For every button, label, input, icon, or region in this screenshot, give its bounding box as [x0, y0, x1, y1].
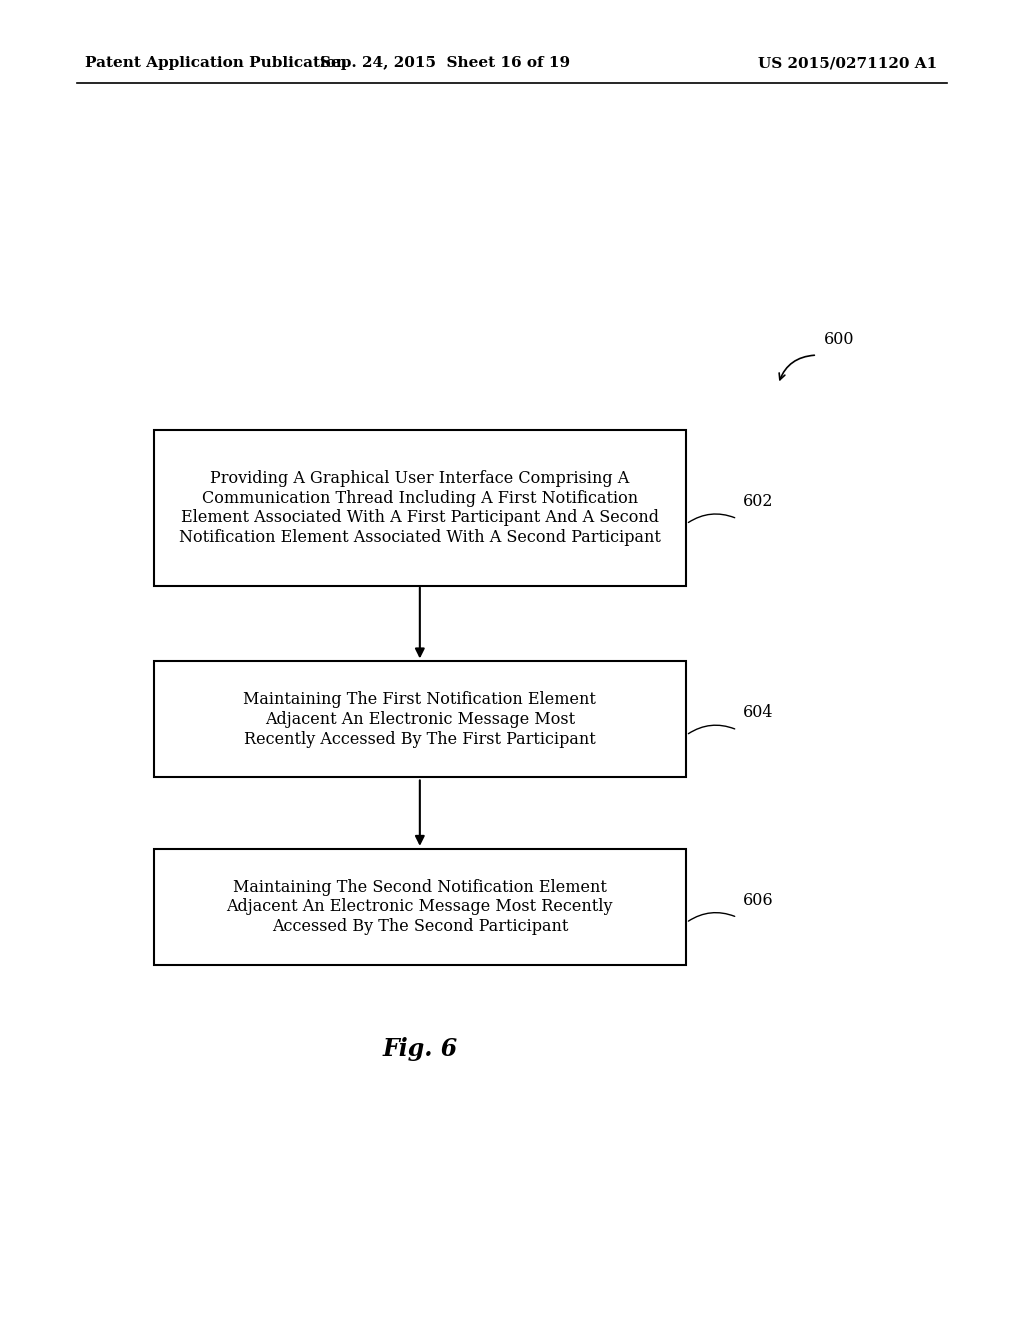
- Text: 600: 600: [824, 331, 855, 347]
- Bar: [154, 430, 686, 586]
- Text: 602: 602: [742, 494, 773, 510]
- Text: Patent Application Publication: Patent Application Publication: [85, 57, 347, 70]
- Text: Maintaining The Second Notification Element
Adjacent An Electronic Message Most : Maintaining The Second Notification Elem…: [226, 879, 613, 935]
- Bar: [154, 661, 686, 777]
- Text: US 2015/0271120 A1: US 2015/0271120 A1: [758, 57, 937, 70]
- Bar: [154, 849, 686, 965]
- FancyArrowPatch shape: [779, 355, 814, 380]
- FancyArrowPatch shape: [416, 587, 424, 656]
- FancyArrowPatch shape: [688, 912, 734, 921]
- Text: Sep. 24, 2015  Sheet 16 of 19: Sep. 24, 2015 Sheet 16 of 19: [321, 57, 570, 70]
- FancyArrowPatch shape: [688, 725, 734, 734]
- FancyArrowPatch shape: [688, 513, 734, 523]
- Text: 604: 604: [742, 705, 773, 721]
- Text: Providing A Graphical User Interface Comprising A
Communication Thread Including: Providing A Graphical User Interface Com…: [179, 470, 660, 546]
- FancyArrowPatch shape: [416, 780, 424, 843]
- Text: Maintaining The First Notification Element
Adjacent An Electronic Message Most
R: Maintaining The First Notification Eleme…: [244, 692, 596, 747]
- Text: 606: 606: [742, 892, 773, 908]
- Text: Fig. 6: Fig. 6: [382, 1038, 458, 1061]
